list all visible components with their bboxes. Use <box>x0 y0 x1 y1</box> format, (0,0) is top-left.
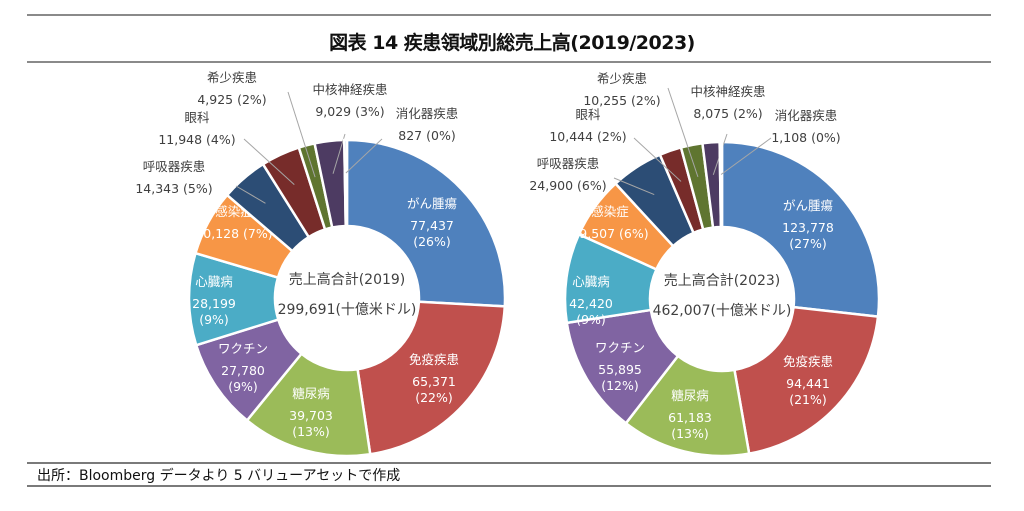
leader-line <box>633 137 682 182</box>
slice-label-value: 20,128 (7%) <box>195 226 272 241</box>
slice-label-name: 免疫疾患 <box>783 354 833 369</box>
center-total: 462,007(十億米ドル) <box>653 303 792 319</box>
slice-label-name: 糖尿病 <box>292 386 330 401</box>
donut-chart-2019: がん腫瘍77,437(26%)免疫疾患65,371(22%)糖尿病39,703(… <box>135 70 507 458</box>
slice-label-pct: (21%) <box>789 392 827 407</box>
donut-chart-2023: がん腫瘍 123,778(27%) 免疫疾患 94,441(21%) 糖尿病 61,183… <box>529 71 881 458</box>
slice-label-name: がん腫瘍 <box>407 196 457 211</box>
slice-label-value: 29,507 (6%) <box>571 226 648 241</box>
center-title: 売上高合計(2019) <box>289 271 406 288</box>
source-rule-bottom <box>27 485 991 487</box>
slice-label-value: 10,255 (2%) <box>583 93 660 108</box>
slice-label-name: 中核神経疾患 <box>312 82 387 97</box>
leader-line <box>345 138 383 174</box>
slice-label-name: 眼科 <box>184 110 210 125</box>
slice-label-name: 免疫疾患 <box>409 352 459 367</box>
slice-label-value: 27,780 <box>221 363 265 378</box>
slice-label-value: 28,199 <box>192 296 236 311</box>
leader-line <box>720 137 772 175</box>
leader-line <box>613 177 655 196</box>
slice-label-value: 55,895 <box>598 362 642 377</box>
slice-label-value: 1,108 (0%) <box>771 130 840 145</box>
slice-label-name: 呼吸器疾患 <box>143 159 206 174</box>
slice-label-name: 希少疾患 <box>207 70 257 85</box>
slice-label-name: 呼吸器疾患 <box>537 156 600 171</box>
slice-label-pct: (9%) <box>228 379 258 394</box>
slice-label-value: 10,444 (2%) <box>549 129 626 144</box>
slice-label-pct: (9%) <box>199 312 229 327</box>
leader-line <box>243 138 295 186</box>
donut-slice <box>356 300 507 456</box>
slice-label-name: 消化器疾患 <box>396 106 459 121</box>
slice-label-name: 希少疾患 <box>597 71 647 86</box>
slice-label-pct: (13%) <box>292 424 330 439</box>
slice-label-value: 14,343 (5%) <box>135 181 212 196</box>
slice-label-pct: (13%) <box>671 426 709 441</box>
center-title: 売上高合計(2023) <box>664 272 781 289</box>
top-rule <box>27 14 991 16</box>
slice-label-name: 消化器疾患 <box>775 108 838 123</box>
donut-slice <box>345 138 507 308</box>
slice-label-value: 9,029 (3%) <box>315 104 384 119</box>
center-total: 299,691(十億米ドル) <box>278 302 417 318</box>
slice-label-value: 42,420 <box>569 296 613 311</box>
slice-label-name: ワクチン <box>595 340 645 355</box>
slice-label-name: 心臓病 <box>195 274 233 289</box>
slice-label-name: 感染症 <box>591 204 629 219</box>
slice-label-pct: (26%) <box>413 234 451 249</box>
figure-title: 図表 14 疾患領域別総売上高(2019/2023) <box>329 32 695 54</box>
donut-slice <box>342 138 349 228</box>
slice-label-name: 中核神経疾患 <box>690 84 765 99</box>
slice-label-value: 24,900 (6%) <box>529 178 606 193</box>
slice-label-name: ワクチン <box>218 341 268 356</box>
leader-line <box>332 133 346 174</box>
slice-label-pct: (12%) <box>601 378 639 393</box>
slice-label-value: 4,925 (2%) <box>197 92 266 107</box>
slice-label-name: 糖尿病 <box>671 388 709 403</box>
donut-slice <box>718 140 724 229</box>
donut-slice <box>733 305 880 456</box>
leader-line <box>287 91 316 178</box>
leader-line <box>235 185 266 204</box>
slice-label-name: がん腫瘍 <box>783 198 833 213</box>
source-note: 出所：Bloomberg データより 5 バリューアセットで作成 <box>37 468 401 484</box>
slice-label-value: 94,441 <box>786 376 830 391</box>
slice-label-pct: (22%) <box>415 390 453 405</box>
slice-label-pct: (27%) <box>789 236 827 251</box>
slice-label-value: 65,371 <box>412 374 456 389</box>
title-rule <box>27 61 991 63</box>
leader-line <box>667 87 699 178</box>
slice-label-name: 心臓病 <box>572 274 610 289</box>
source-rule-top <box>27 462 991 464</box>
slice-label-value: 11,948 (4%) <box>158 132 235 147</box>
slice-label-value: 827 (0%) <box>398 128 455 143</box>
slice-label-pct: (9%) <box>576 312 606 327</box>
slice-label-value: 8,075 (2%) <box>693 106 762 121</box>
slice-label-name: 眼科 <box>575 107 601 122</box>
slice-label-value: 77,437 <box>410 218 454 233</box>
slice-label-value: 39,703 <box>289 408 333 423</box>
slice-label-value: 61,183 <box>668 410 712 425</box>
donut-slice <box>720 140 881 319</box>
slice-label-value: 123,778 <box>782 220 834 235</box>
